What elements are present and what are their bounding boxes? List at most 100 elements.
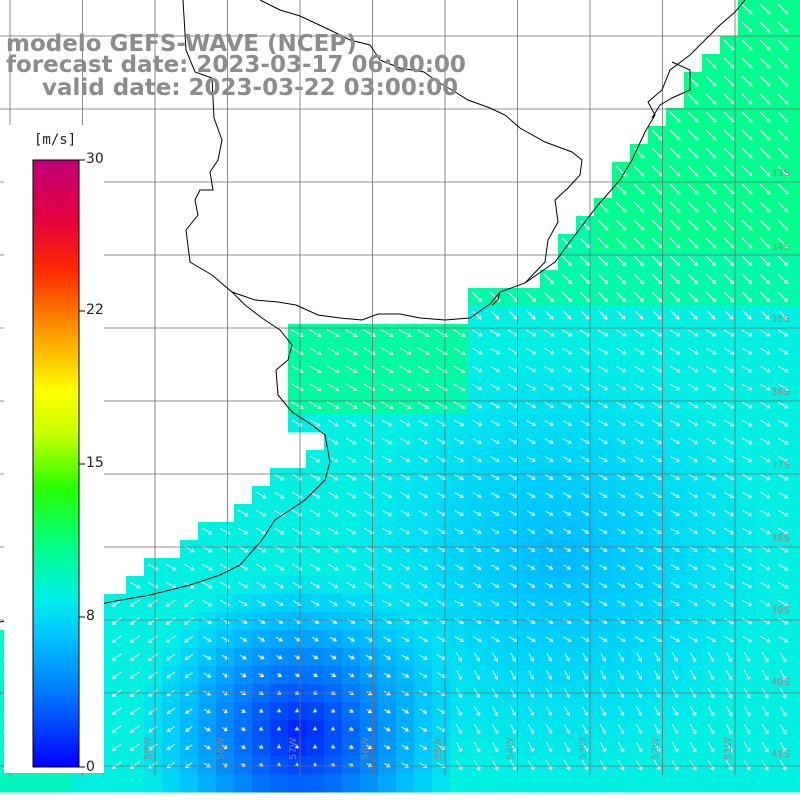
wind-arrow (759, 237, 771, 249)
wind-arrow (543, 329, 555, 337)
latitude-label: 37S (771, 460, 790, 471)
wind-arrow (598, 292, 609, 303)
wind-arrow (509, 760, 517, 771)
wind-arrow (418, 636, 428, 642)
wind-speed-cell (792, 630, 800, 649)
wind-arrow (527, 510, 536, 516)
wind-arrow (454, 546, 464, 552)
wind-arrow (166, 743, 175, 751)
wind-arrow (330, 654, 337, 660)
wind-arrow (759, 165, 771, 177)
wind-arrow (526, 383, 537, 391)
wind-speed-cell (792, 504, 800, 523)
wind-arrow (258, 673, 265, 677)
wind-arrow (275, 636, 283, 642)
wind-arrow (651, 165, 663, 177)
wind-arrow (562, 256, 573, 267)
wind-arrow (221, 672, 229, 678)
wind-arrow (670, 419, 681, 427)
wind-arrow (454, 492, 464, 498)
wind-arrow (111, 599, 122, 607)
latitude-label: 36S (771, 387, 790, 398)
wind-arrow (508, 636, 518, 642)
wind-arrow (741, 57, 753, 69)
wind-arrow (345, 473, 357, 481)
wind-arrow (418, 654, 428, 660)
wind-arrow (634, 474, 644, 480)
wind-arrow (544, 347, 555, 355)
wind-arrow (689, 670, 697, 681)
wind-arrow (400, 636, 410, 642)
wind-arrow (147, 635, 158, 643)
wind-arrow (490, 456, 500, 462)
wind-arrow (474, 652, 481, 662)
wind-arrow (741, 93, 753, 105)
wind-arrow (600, 706, 607, 717)
wind-arrow (312, 744, 318, 749)
wind-arrow (273, 563, 285, 571)
wind-arrow (777, 365, 789, 373)
wind-arrow (741, 3, 753, 15)
wind-arrow (509, 564, 518, 570)
wind-speed-cell (792, 666, 800, 685)
wind-arrow (545, 564, 554, 570)
wind-arrow (492, 652, 498, 662)
wind-arrow (239, 654, 247, 660)
wind-arrow (706, 401, 717, 409)
wind-arrow (203, 708, 211, 714)
wind-arrow (653, 724, 661, 735)
wind-arrow (239, 636, 248, 642)
wind-speed-cell (54, 774, 73, 793)
wind-arrow (616, 510, 626, 516)
wind-arrow (380, 401, 394, 409)
wind-arrow (382, 509, 393, 517)
wind-arrow (617, 724, 625, 735)
wind-arrow (308, 383, 322, 391)
wind-arrow (509, 582, 518, 588)
wind-arrow (183, 617, 194, 625)
valid-date: valid date: 2023-03-22 03:00:00 (42, 75, 459, 101)
wind-arrow (688, 419, 699, 427)
wind-speed-cell (792, 0, 800, 19)
wind-arrow (760, 527, 771, 535)
wind-arrow (474, 670, 481, 681)
wind-arrow (598, 402, 609, 409)
wind-speed-cell (792, 270, 800, 289)
wind-arrow (418, 564, 428, 571)
wind-arrow (490, 420, 501, 427)
wind-arrow (184, 672, 193, 679)
wind-arrow (777, 599, 789, 607)
wind-arrow (598, 438, 609, 445)
wind-arrow (705, 219, 717, 231)
longitude-label: 52W (651, 737, 662, 760)
wind-arrow (706, 582, 717, 589)
wind-arrow (724, 563, 735, 571)
wind-arrow (688, 528, 698, 535)
wind-arrow (634, 383, 645, 391)
wind-arrow (148, 707, 158, 715)
wind-arrow (669, 201, 681, 213)
wind-arrow (455, 760, 463, 771)
wind-arrow (635, 706, 643, 717)
wind-arrow (742, 455, 753, 463)
wind-arrow (634, 618, 644, 624)
wind-arrow (688, 292, 699, 303)
wind-arrow (777, 3, 789, 15)
wind-arrow (651, 147, 663, 159)
wind-speed-cell (648, 774, 667, 793)
wind-arrow (777, 455, 789, 463)
wind-arrow (165, 599, 176, 607)
wind-arrow (652, 528, 662, 534)
wind-arrow (455, 724, 463, 735)
wind-arrow (616, 546, 626, 552)
wind-arrow (654, 652, 661, 662)
wind-arrow (759, 183, 771, 195)
colorbar (32, 159, 80, 768)
lagoon-outline (651, 61, 691, 119)
wind-arrow (777, 75, 789, 87)
wind-arrow (274, 581, 285, 589)
wind-arrow (545, 510, 554, 516)
wind-speed-cell (396, 774, 415, 793)
wind-speed-cell (792, 324, 800, 343)
wind-arrow (312, 672, 318, 677)
